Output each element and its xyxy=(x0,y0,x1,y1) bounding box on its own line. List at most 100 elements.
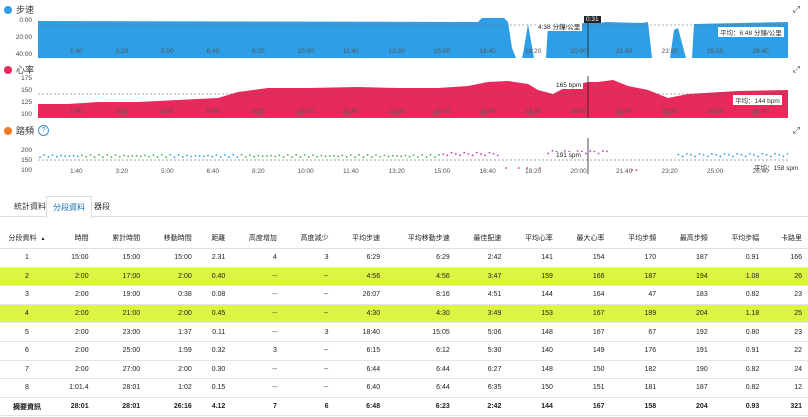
x-tick-label: 8:20 xyxy=(252,168,265,175)
pace-expand-icon[interactable]: ⤢ xyxy=(792,4,800,14)
table-cell: 25:00 xyxy=(94,341,147,361)
x-tick-label: 6:40 xyxy=(206,48,220,55)
tab-laps[interactable]: 分段資料 xyxy=(46,196,92,219)
tab-stats[interactable]: 統計資料 xyxy=(14,202,46,211)
column-header[interactable]: 距離 xyxy=(197,228,232,249)
cadence-point xyxy=(769,155,772,158)
table-cell: 181 xyxy=(610,378,663,398)
x-tick-label: 8:20 xyxy=(252,48,265,55)
column-header[interactable]: 平均步幅 xyxy=(713,228,766,249)
column-header[interactable]: 分段資料 ▲ xyxy=(0,228,54,249)
table-cell: 204 xyxy=(662,304,714,324)
table-cell: 1:01.4 xyxy=(54,378,95,398)
table-cell: 0:38 xyxy=(146,285,198,305)
cadence-point xyxy=(60,154,62,157)
pace-tooltip: 4:38 分鐘/公里 xyxy=(536,21,583,31)
summary-cell: 321 xyxy=(765,397,808,417)
cadence-point xyxy=(517,167,520,169)
x-tick-label: 13:20 xyxy=(388,48,405,55)
hr-average-label: 平均：144 bpm xyxy=(733,95,782,105)
cadence-point xyxy=(484,154,487,157)
table-row[interactable]: 7 2:00 27:00 2:00 0.30 -- -- 6:44 6:44 6:27 148 150… xyxy=(0,360,808,380)
cadence-point xyxy=(232,153,235,156)
column-header[interactable]: 移動時間 xyxy=(146,228,198,249)
cadence-point xyxy=(702,153,705,156)
table-cell: 0.32 xyxy=(197,341,232,361)
x-tick-label: 15:00 xyxy=(434,168,451,175)
cadence-point xyxy=(370,156,373,159)
cadence-point xyxy=(135,154,138,157)
cadence-point xyxy=(593,150,596,153)
cadence-point xyxy=(274,155,277,158)
cadence-point xyxy=(152,154,155,156)
table-cell: 167 xyxy=(558,322,611,342)
cadence-point xyxy=(492,152,495,155)
table-cell: -- xyxy=(231,378,283,398)
cadence-point xyxy=(169,153,172,156)
cadence-point xyxy=(438,154,440,156)
column-header[interactable]: 平均移動步速 xyxy=(386,228,456,249)
column-header[interactable]: 卡路里 xyxy=(765,228,808,249)
table-cell: 6 xyxy=(0,341,54,361)
tab-splits[interactable]: 器段 xyxy=(94,202,110,211)
cadence-point xyxy=(181,155,184,158)
cadence-point xyxy=(496,154,499,157)
table-cell: -- xyxy=(231,304,283,324)
table-cell: 18:40 xyxy=(334,322,387,342)
summary-cell: 158 xyxy=(610,397,663,417)
table-cell: 26:07 xyxy=(334,285,387,305)
cadence-expand-icon[interactable]: ⤢ xyxy=(792,125,800,135)
pace-area xyxy=(38,18,788,58)
cadence-point xyxy=(358,153,361,156)
hr-y-tick: 150 xyxy=(21,87,32,94)
table-cell: 0.82 xyxy=(713,378,766,398)
x-tick-label: 23:20 xyxy=(661,168,678,175)
table-cell: 187 xyxy=(662,248,714,268)
cadence-point xyxy=(480,153,482,155)
table-cell: 21:00 xyxy=(94,304,147,324)
x-tick-label: 18:20 xyxy=(525,108,542,115)
column-header[interactable]: 平均心率 xyxy=(507,228,559,249)
cadence-point xyxy=(39,156,41,159)
x-tick-label: 10:00 xyxy=(297,168,314,175)
summary-cell: 摘要資訊 xyxy=(0,397,54,417)
cadence-point xyxy=(467,153,470,155)
pace-chart[interactable] xyxy=(38,18,788,58)
cadence-chart[interactable] xyxy=(38,138,788,174)
x-tick-label: 25:00 xyxy=(707,48,724,55)
cadence-point xyxy=(685,153,688,155)
table-cell: -- xyxy=(231,285,283,305)
x-tick-label: 20:00 xyxy=(570,168,587,175)
column-header[interactable]: 平均步頻 xyxy=(610,228,663,249)
column-header[interactable]: 平均步速 xyxy=(334,228,387,249)
cadence-point xyxy=(727,153,730,156)
table-row[interactable]: 2 2:00 17:00 2:00 0.40 -- -- 4:56 4:56 3:47 159 166… xyxy=(0,267,808,287)
cadence-point xyxy=(47,156,50,158)
cadence-point xyxy=(748,152,751,155)
hr-chart-title: 心率 xyxy=(4,63,34,76)
cadence-point xyxy=(597,152,600,155)
column-header[interactable]: 高度增加 xyxy=(231,228,283,249)
table-row[interactable]: 8 1:01.4 28:01 1:02 0.15 -- -- 6:40 6:44 6:35 150 1… xyxy=(0,378,808,398)
hr-expand-icon[interactable]: ⤢ xyxy=(792,64,800,74)
column-header[interactable]: 高度減少 xyxy=(282,228,335,249)
table-row[interactable]: 4 2:00 21:00 2:00 0.45 -- -- 4:30 4:30 3:49 153 167… xyxy=(0,304,808,324)
table-row[interactable]: 3 2:00 19:00 0:38 0.08 -- -- 26:07 8:16 4:51 144 16… xyxy=(0,285,808,305)
table-row[interactable]: 5 2:00 23:00 1:37 0.11 -- 3 18:40 15:05 5:06 148 16… xyxy=(0,322,808,342)
column-header[interactable]: 最佳配速 xyxy=(455,228,508,249)
column-header[interactable]: 最大心率 xyxy=(558,228,611,249)
tab-bar: 統計資料 分段資料 器段 xyxy=(0,196,808,219)
sort-ascending-icon[interactable]: ▲ xyxy=(40,236,46,242)
table-cell: 6:35 xyxy=(455,378,508,398)
column-header[interactable]: 累計時間 xyxy=(94,228,147,249)
table-row[interactable]: 1 15:00 15:00 15:00 2.31 4 3 6:29 6:29 2:42 141 154… xyxy=(0,248,808,268)
table-cell: -- xyxy=(282,304,335,324)
x-tick-label: 11:40 xyxy=(343,168,359,175)
question-icon[interactable]: ? xyxy=(38,125,50,136)
cadence-point xyxy=(76,155,79,158)
table-cell: 2:42 xyxy=(455,248,508,268)
hr-chart[interactable] xyxy=(38,76,788,118)
column-header[interactable]: 時間 xyxy=(54,228,95,249)
column-header[interactable]: 最高步頻 xyxy=(662,228,714,249)
table-row[interactable]: 6 2:00 25:00 1:59 0.32 3 -- 6:15 6:12 5:30 140 149 1… xyxy=(0,341,808,361)
